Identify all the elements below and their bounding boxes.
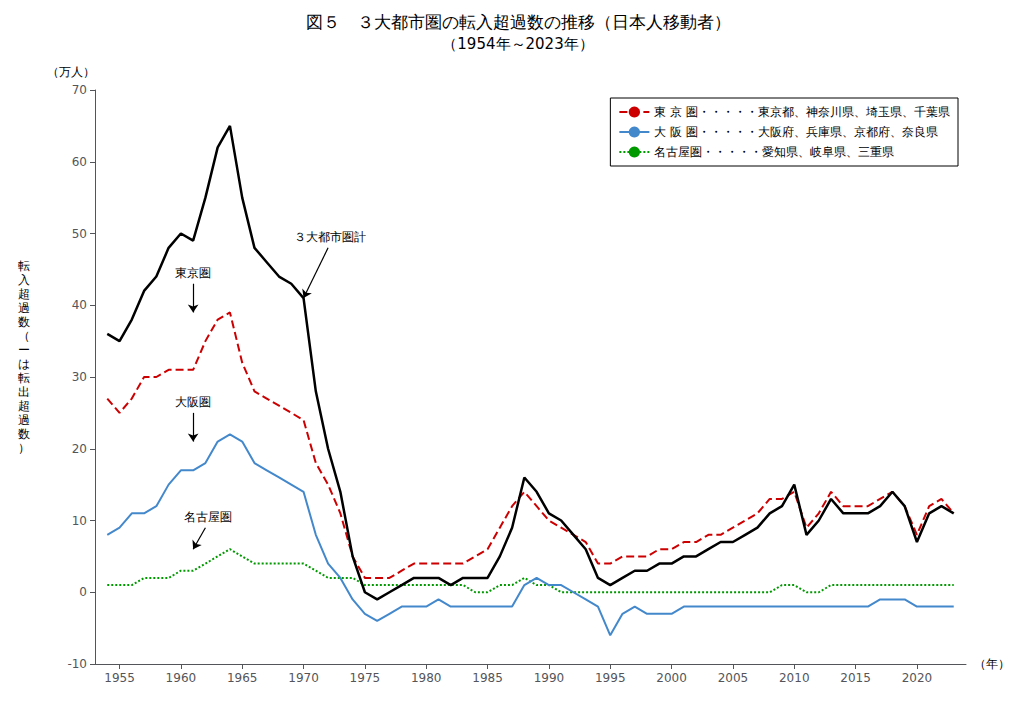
svg-text:過: 過 [18, 413, 30, 427]
svg-text:2015: 2015 [840, 671, 871, 685]
svg-text:）: ） [18, 441, 30, 455]
svg-text:30: 30 [72, 370, 87, 384]
svg-text:1995: 1995 [595, 671, 626, 685]
svg-text:過: 過 [18, 301, 30, 315]
svg-text:-10: -10 [67, 657, 87, 671]
svg-text:40: 40 [72, 298, 87, 312]
svg-text:入: 入 [18, 273, 30, 287]
svg-text:は: は [18, 357, 30, 371]
svg-text:超: 超 [18, 399, 30, 413]
svg-text:東京圏: 東京圏 [175, 266, 211, 280]
svg-text:名古屋圏: 名古屋圏 [184, 510, 232, 524]
svg-text:超: 超 [18, 287, 30, 301]
svg-text:1975: 1975 [350, 671, 381, 685]
svg-text:（: （ [18, 329, 30, 343]
svg-text:転: 転 [18, 259, 30, 273]
svg-text:（1954年～2023年）: （1954年～2023年） [442, 35, 593, 53]
svg-text:転: 転 [18, 371, 30, 385]
svg-text:1960: 1960 [166, 671, 197, 685]
svg-text:20: 20 [72, 442, 87, 456]
svg-text:1955: 1955 [104, 671, 135, 685]
svg-text:10: 10 [72, 514, 87, 528]
svg-text:（万人）: （万人） [47, 65, 95, 79]
svg-text:（年）: （年） [974, 657, 1010, 671]
svg-text:1970: 1970 [288, 671, 319, 685]
svg-text:３大都市圏計: ３大都市圏計 [294, 230, 366, 244]
svg-text:70: 70 [72, 83, 87, 97]
svg-text:2020: 2020 [902, 671, 933, 685]
svg-text:60: 60 [72, 155, 87, 169]
svg-text:0: 0 [79, 585, 87, 599]
svg-text:名古屋圏・・・・・愛知県、岐阜県、三重県: 名古屋圏・・・・・愛知県、岐阜県、三重県 [654, 145, 894, 159]
svg-text:図５ ３大都市圏の転入超過数の推移（日本人移動者）: 図５ ３大都市圏の転入超過数の推移（日本人移動者） [306, 12, 731, 32]
svg-text:1990: 1990 [534, 671, 565, 685]
svg-text:1980: 1980 [411, 671, 442, 685]
svg-text:ー: ー [18, 343, 30, 357]
svg-text:出: 出 [18, 385, 30, 399]
svg-text:2000: 2000 [656, 671, 687, 685]
svg-text:数: 数 [18, 315, 30, 329]
svg-text:大 阪 圏・・・・・大阪府、兵庫県、京都府、奈良県: 大 阪 圏・・・・・大阪府、兵庫県、京都府、奈良県 [654, 125, 938, 139]
svg-text:1965: 1965 [227, 671, 258, 685]
svg-text:1985: 1985 [472, 671, 503, 685]
svg-text:50: 50 [72, 227, 87, 241]
svg-text:数: 数 [18, 427, 30, 441]
svg-text:2010: 2010 [779, 671, 810, 685]
svg-text:大阪圏: 大阪圏 [175, 395, 211, 409]
svg-text:2005: 2005 [718, 671, 749, 685]
svg-text:東 京 圏・・・・・東京都、神奈川県、埼玉県、千葉県: 東 京 圏・・・・・東京都、神奈川県、埼玉県、千葉県 [654, 105, 950, 119]
